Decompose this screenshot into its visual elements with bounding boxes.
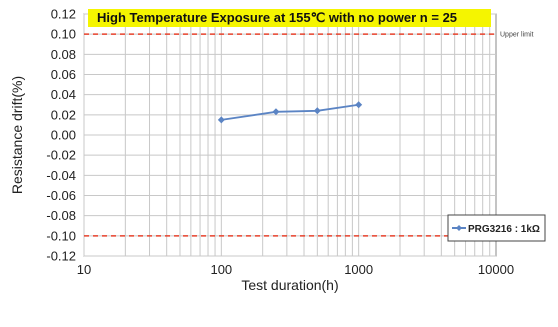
- y-tick-label: -0.12: [46, 249, 76, 264]
- data-point: [355, 101, 363, 109]
- title-background: [88, 9, 491, 27]
- y-tick-label: 0.00: [51, 128, 76, 143]
- y-tick-labels: 0.12 0.10 0.08 0.06 0.04 0.02 0.00 -0.02 -0.04 -0…: [46, 7, 76, 264]
- legend: PRG3216 : 1kΩ: [447, 214, 546, 242]
- y-tick-label: -0.02: [46, 148, 76, 163]
- y-tick-label: -0.04: [46, 168, 76, 183]
- y-tick-label: -0.06: [46, 188, 76, 203]
- chart-title: High Temperature Exposure at 155℃ with n…: [97, 10, 457, 25]
- grid: [83, 13, 496, 257]
- y-tick-label: 0.04: [51, 87, 76, 102]
- data-point: [313, 107, 321, 115]
- chart-title-box: High Temperature Exposure at 155℃ with n…: [88, 9, 491, 27]
- y-axis-label: Resistance drift(%): [9, 76, 25, 194]
- data-point: [272, 108, 280, 116]
- legend-label: PRG3216 : 1kΩ: [468, 224, 540, 235]
- x-tick-label: 100: [210, 262, 232, 277]
- y-tick-label: 0.08: [51, 47, 76, 62]
- series-line: [221, 103, 359, 121]
- y-tick-label: 0.06: [51, 67, 76, 82]
- x-tick-labels: 10 100 1000 10000: [77, 262, 514, 277]
- y-tick-label: 0.10: [51, 27, 76, 42]
- x-tick-label: 10000: [478, 262, 514, 277]
- data-point: [217, 116, 225, 124]
- y-tick-label: 0.12: [51, 7, 76, 22]
- y-tick-label: 0.02: [51, 107, 76, 122]
- x-tick-label: 1000: [344, 262, 373, 277]
- series: [217, 101, 363, 124]
- legend-marker: [456, 225, 462, 231]
- x-tick-label: 10: [77, 262, 91, 277]
- limit-label: Upper limit: [500, 32, 534, 39]
- y-tick-label: -0.10: [46, 228, 76, 243]
- y-tick-label: -0.08: [46, 208, 76, 223]
- x-axis-label: Test duration(h): [241, 277, 338, 293]
